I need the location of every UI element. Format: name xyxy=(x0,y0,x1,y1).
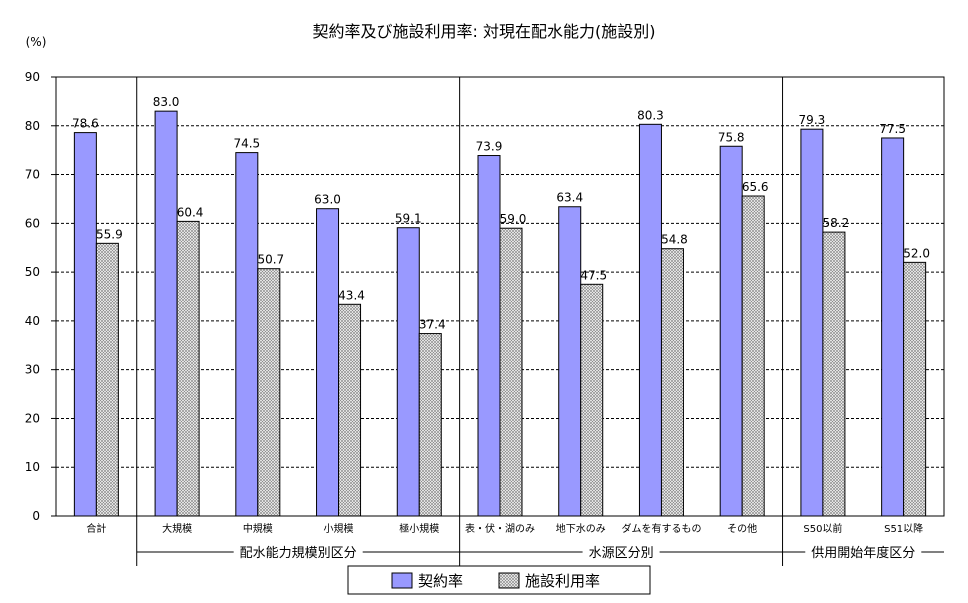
bar-contract-rate xyxy=(316,208,340,517)
data-label-contract: 80.3 xyxy=(637,108,664,122)
category-label: 大規模 xyxy=(162,522,192,535)
group-label-background xyxy=(582,544,660,560)
group-label: 配水能力規模別区分 xyxy=(240,546,357,561)
data-label-contract: 77.5 xyxy=(879,122,906,136)
category-label: 合計 xyxy=(86,522,106,535)
bar-facility-utilization xyxy=(822,231,846,517)
legend: 契約率 施設利用率 xyxy=(347,565,651,595)
bar-facility-utilization xyxy=(903,261,927,517)
chart-title: 契約率及び施設利用率: 対現在配水能力(施設別) xyxy=(313,22,656,41)
group-label: 供用開始年度区分 xyxy=(811,545,915,561)
y-tick-label: 20 xyxy=(25,411,40,425)
group-labels: 配水能力規模別区分 水源区分別 供用開始年度区分 xyxy=(233,544,922,561)
y-tick-label: 50 xyxy=(25,265,40,279)
bar-facility-utilization xyxy=(580,283,604,517)
bar-facility-utilization xyxy=(741,195,765,517)
bar-facility-utilization xyxy=(418,333,442,517)
data-label-contract: 75.8 xyxy=(718,130,745,144)
bar-contract-rate xyxy=(154,110,178,517)
data-label-facility: 54.8 xyxy=(661,233,688,247)
group-label-background xyxy=(805,544,922,560)
bar-contract-rate xyxy=(73,132,97,517)
data-label-facility: 37.4 xyxy=(419,318,446,332)
data-label-contract: 83.0 xyxy=(153,95,180,109)
y-tick-label: 60 xyxy=(25,216,40,230)
bar-contract-rate xyxy=(235,152,259,517)
bar-contract-rate xyxy=(558,206,582,517)
data-label-facility: 43.4 xyxy=(338,288,365,302)
data-label-facility: 47.5 xyxy=(580,268,607,282)
category-label: その他 xyxy=(727,522,757,535)
legend-label-contract: 契約率 xyxy=(418,572,463,590)
category-label: 極小規模 xyxy=(399,522,439,535)
x-axis-labels: 合計 大規模 中規模 小規模 極小規模 表・伏・湖のみ 地下水のみ ダムを有するもの その他 S5… xyxy=(86,522,923,535)
y-tick-label: 70 xyxy=(25,168,40,182)
y-tick-label: 90 xyxy=(25,70,40,84)
data-label-facility: 59.0 xyxy=(500,212,527,226)
legend-label-facility: 施設利用率 xyxy=(525,572,600,590)
group-label: 水源区分別 xyxy=(589,546,654,561)
bar-contract-rate xyxy=(638,123,662,517)
bar-facility-utilization xyxy=(257,268,281,517)
bar-facility-utilization xyxy=(176,220,200,517)
legend-swatch-contract xyxy=(391,572,413,589)
bar-contract-rate xyxy=(396,227,420,517)
y-axis-unit-label: (%) xyxy=(26,35,47,49)
data-label-contract: 63.0 xyxy=(314,193,341,207)
category-label: 中規模 xyxy=(243,522,273,535)
data-label-facility: 60.4 xyxy=(177,205,204,219)
y-tick-label: 10 xyxy=(25,460,40,474)
category-label: S51以降 xyxy=(884,522,923,535)
category-label: 地下水のみ xyxy=(556,522,606,535)
data-label-contract: 73.9 xyxy=(476,140,503,154)
category-label: 小規模 xyxy=(324,523,354,535)
y-tick-label: 0 xyxy=(32,509,40,523)
data-label-facility: 50.7 xyxy=(257,253,284,267)
data-label-facility: 55.9 xyxy=(96,227,123,241)
bar-contract-rate xyxy=(881,137,905,517)
group-label-background xyxy=(233,544,363,560)
bar-facility-utilization xyxy=(95,242,119,517)
y-tick-label: 40 xyxy=(25,314,40,328)
data-label-facility: 58.2 xyxy=(823,216,850,230)
bars: 78.6 55.9 83.0 60.4 74.5 50.7 63.0 43.4 59.1 37.4… xyxy=(72,95,930,517)
data-label-contract: 74.5 xyxy=(233,137,260,151)
y-tick-label: 30 xyxy=(25,363,40,377)
bar-facility-utilization xyxy=(660,248,684,517)
data-label-facility: 52.0 xyxy=(903,246,930,260)
data-label-contract: 59.1 xyxy=(395,212,422,226)
y-axis: 0 10 20 30 40 50 60 70 80 90 xyxy=(25,70,945,523)
legend-swatch-facility xyxy=(498,572,520,589)
bar-contract-rate xyxy=(800,128,824,517)
bar-contract-rate xyxy=(477,155,501,517)
data-label-facility: 65.6 xyxy=(742,180,769,194)
gridlines xyxy=(56,125,944,468)
bar-contract-rate xyxy=(719,145,743,517)
y-tick-label: 80 xyxy=(25,119,40,133)
category-label: 表・伏・湖のみ xyxy=(465,522,535,535)
category-label: ダムを有するもの xyxy=(621,522,701,535)
bar-facility-utilization xyxy=(338,303,362,517)
data-label-contract: 63.4 xyxy=(556,191,583,205)
category-label: S50以前 xyxy=(803,522,842,535)
data-label-contract: 79.3 xyxy=(799,113,826,127)
data-label-contract: 78.6 xyxy=(72,117,99,131)
bar-facility-utilization xyxy=(499,227,523,517)
